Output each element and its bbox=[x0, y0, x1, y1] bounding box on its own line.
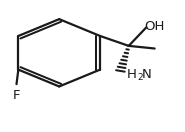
Text: H: H bbox=[126, 68, 136, 81]
Text: F: F bbox=[13, 89, 20, 102]
Text: 2: 2 bbox=[137, 73, 143, 82]
Text: N: N bbox=[141, 68, 151, 81]
Text: OH: OH bbox=[144, 20, 165, 33]
